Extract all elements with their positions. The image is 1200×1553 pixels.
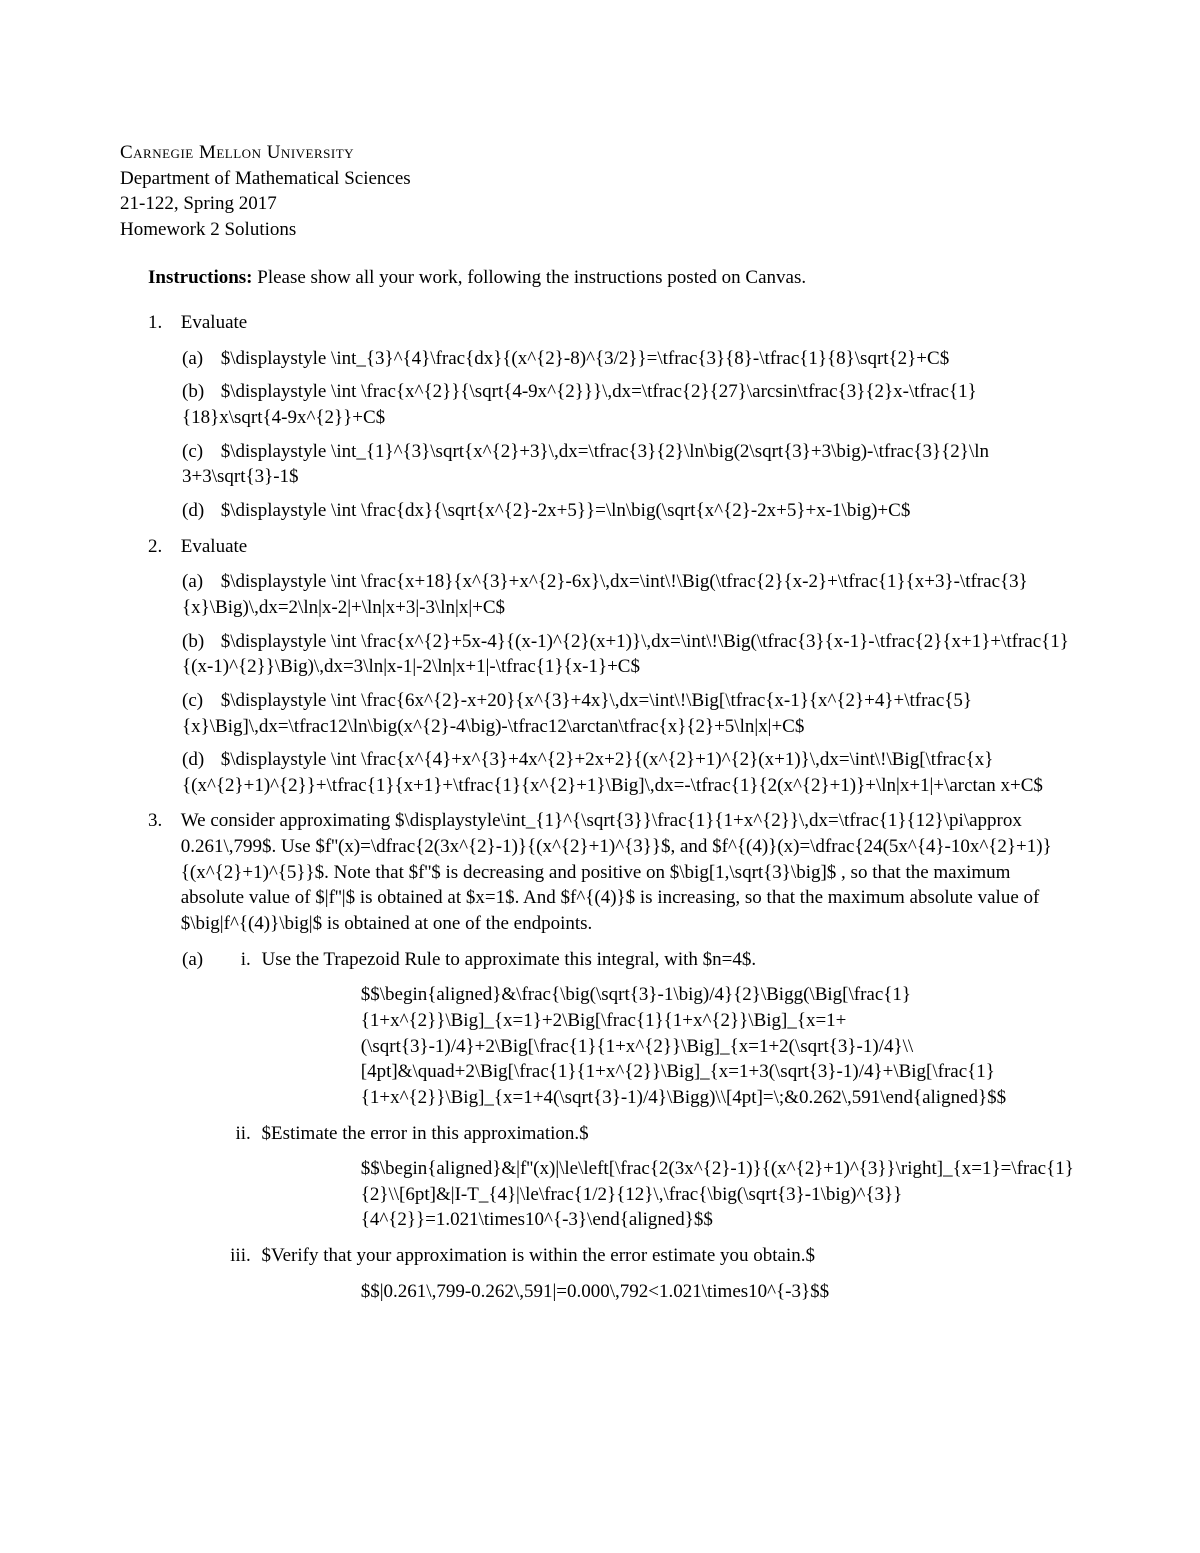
- problem-2c: (c) $\displaystyle \int \frac{6x^{2}-x+2…: [182, 688, 1080, 739]
- problem-3-intro: We consider approximating $\displaystyle…: [181, 808, 1073, 936]
- math-expr: $\displaystyle \int_{3}^{4}\frac{dx}{(x^…: [221, 348, 949, 369]
- problem-prompt: Evaluate: [181, 536, 247, 557]
- problem-number: 1.: [148, 310, 176, 336]
- part-label: (d): [182, 747, 216, 773]
- part-label: (b): [182, 629, 216, 655]
- problem-2b: (b) $\displaystyle \int \frac{x^{2}+5x-4…: [182, 629, 1080, 680]
- math-expr: $\displaystyle \int \frac{x^{2}}{\sqrt{4…: [182, 381, 977, 428]
- display-eq-3a-iii: $$|0.261\,799-0.262\,591|=0.000\,792<1.0…: [361, 1279, 1079, 1305]
- problem-3a-ii: ii. $Estimate the error in this approxim…: [221, 1121, 1079, 1147]
- problem-1c: (c) $\displaystyle \int_{1}^{3}\sqrt{x^{…: [182, 439, 1080, 490]
- doc-title: Homework 2 Solutions: [120, 217, 1080, 243]
- problem-number: 2.: [148, 534, 176, 560]
- course-info: 21-122, Spring 2017: [120, 191, 1080, 217]
- problem-2: 2. Evaluate: [148, 534, 1080, 560]
- subpart-text: Use the Trapezoid Rule to approximate th…: [262, 949, 757, 970]
- math-expr: $\displaystyle \int \frac{dx}{\sqrt{x^{2…: [221, 500, 911, 521]
- instructions-label: Instructions:: [148, 267, 253, 288]
- problem-2a: (a) $\displaystyle \int \frac{x+18}{x^{3…: [182, 569, 1080, 620]
- part-label: (c): [182, 439, 216, 465]
- problem-3: 3. We consider approximating $\displayst…: [148, 808, 1080, 936]
- problem-3a: (a) i. Use the Trapezoid Rule to approxi…: [182, 947, 1080, 1315]
- math-expr: $\displaystyle \int \frac{6x^{2}-x+20}{x…: [182, 690, 972, 737]
- roman-label: iii.: [221, 1243, 251, 1269]
- instructions-text: Please show all your work, following the…: [257, 267, 806, 288]
- problem-3a-i: i. Use the Trapezoid Rule to approximate…: [221, 947, 1079, 973]
- part-label: (a): [182, 346, 216, 372]
- part-label: (b): [182, 379, 216, 405]
- math-expr: $\displaystyle \int \frac{x+18}{x^{3}+x^…: [182, 571, 1028, 618]
- subpart-container: i. Use the Trapezoid Rule to approximate…: [221, 947, 1079, 1315]
- math-expr: $\displaystyle \int \frac{x^{4}+x^{3}+4x…: [182, 749, 1043, 796]
- problem-2d: (d) $\displaystyle \int \frac{x^{4}+x^{3…: [182, 747, 1080, 798]
- department-name: Department of Mathematical Sciences: [120, 166, 1080, 192]
- display-eq-3a-i: $$\begin{aligned}&\frac{\big(\sqrt{3}-1\…: [361, 982, 1079, 1110]
- subpart-text: $Estimate the error in this approximatio…: [262, 1123, 589, 1144]
- part-label: (a): [182, 947, 216, 973]
- display-eq-3a-ii: $$\begin{aligned}&|f''(x)|\le\left[\frac…: [361, 1156, 1079, 1233]
- part-label: (a): [182, 569, 216, 595]
- instructions-line: Instructions: Please show all your work,…: [148, 265, 1080, 291]
- math-expr: $\displaystyle \int \frac{x^{2}+5x-4}{(x…: [182, 631, 1069, 678]
- problem-1: 1. Evaluate: [148, 310, 1080, 336]
- problem-1b: (b) $\displaystyle \int \frac{x^{2}}{\sq…: [182, 379, 1080, 430]
- problem-1a: (a) $\displaystyle \int_{3}^{4}\frac{dx}…: [182, 346, 1080, 372]
- roman-label: i.: [221, 947, 251, 973]
- subpart-text: $Verify that your approximation is withi…: [262, 1245, 816, 1266]
- math-expr: $\displaystyle \int_{1}^{3}\sqrt{x^{2}+3…: [182, 441, 989, 488]
- part-label: (d): [182, 498, 216, 524]
- problem-prompt: Evaluate: [181, 312, 247, 333]
- part-label: (c): [182, 688, 216, 714]
- roman-label: ii.: [221, 1121, 251, 1147]
- document-header: Carnegie Mellon University Department of…: [120, 140, 1080, 243]
- problem-1d: (d) $\displaystyle \int \frac{dx}{\sqrt{…: [182, 498, 1080, 524]
- problem-3a-iii: iii. $Verify that your approximation is …: [221, 1243, 1079, 1269]
- problem-number: 3.: [148, 808, 176, 834]
- university-name: Carnegie Mellon University: [120, 140, 1080, 166]
- document-page: Carnegie Mellon University Department of…: [0, 0, 1200, 1553]
